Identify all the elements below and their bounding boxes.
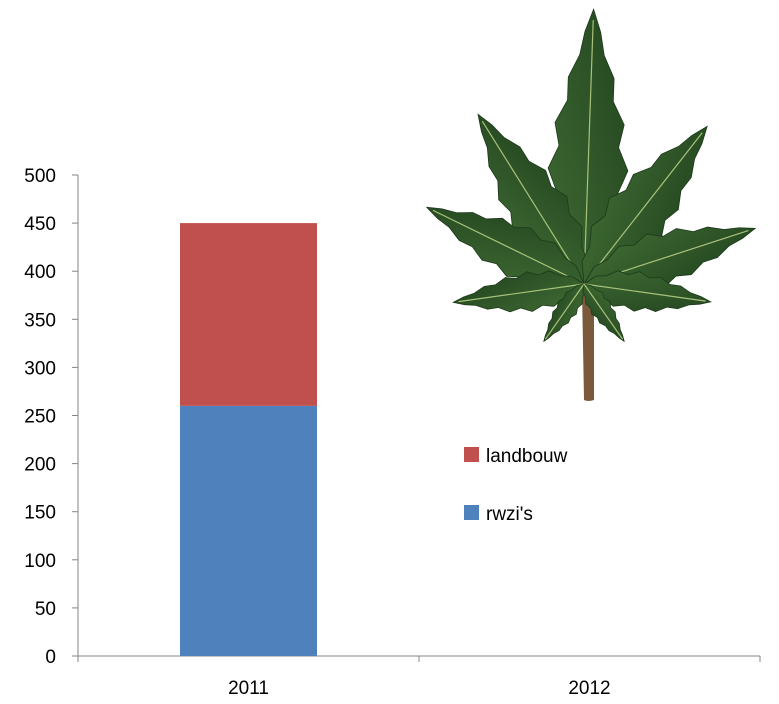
legend-swatch (464, 447, 479, 462)
y-tick-label: 350 (24, 310, 56, 331)
legend-label: landbouw (486, 446, 568, 467)
x-axis-ticks: 2011 2012 (77, 656, 761, 699)
legend-swatch (464, 505, 479, 520)
leaf-lobe (582, 283, 625, 343)
y-tick-label: 100 (24, 551, 56, 572)
x-tick-label: 2012 (568, 678, 610, 699)
leaf-stem (582, 290, 594, 401)
legend: landbouw rwzi's (464, 446, 568, 525)
y-tick-label: 500 (24, 166, 56, 187)
y-tick-label: 0 (45, 647, 56, 668)
y-tick-label: 50 (35, 599, 56, 620)
leaf-lobe (452, 270, 585, 313)
cannabis-leaf-image (425, 7, 757, 401)
y-tick-label: 450 (24, 214, 56, 235)
leaf-lobe (583, 270, 712, 312)
y-tick-label: 400 (24, 262, 56, 283)
leaf-lobe (543, 283, 586, 343)
y-tick-label: 250 (24, 407, 56, 428)
x-tick-label: 2011 (228, 678, 269, 699)
y-tick-label: 150 (24, 503, 56, 524)
bar-series (180, 223, 317, 656)
y-tick-label: 200 (24, 455, 56, 476)
y-tick-label: 300 (24, 358, 56, 379)
bar-landbouw-2011 (180, 223, 317, 406)
legend-label: rwzi's (486, 504, 533, 525)
bar-rwzis-2011 (180, 405, 317, 656)
y-axis-ticks: 0 50 100 150 200 250 300 350 400 450 500 (24, 166, 78, 668)
